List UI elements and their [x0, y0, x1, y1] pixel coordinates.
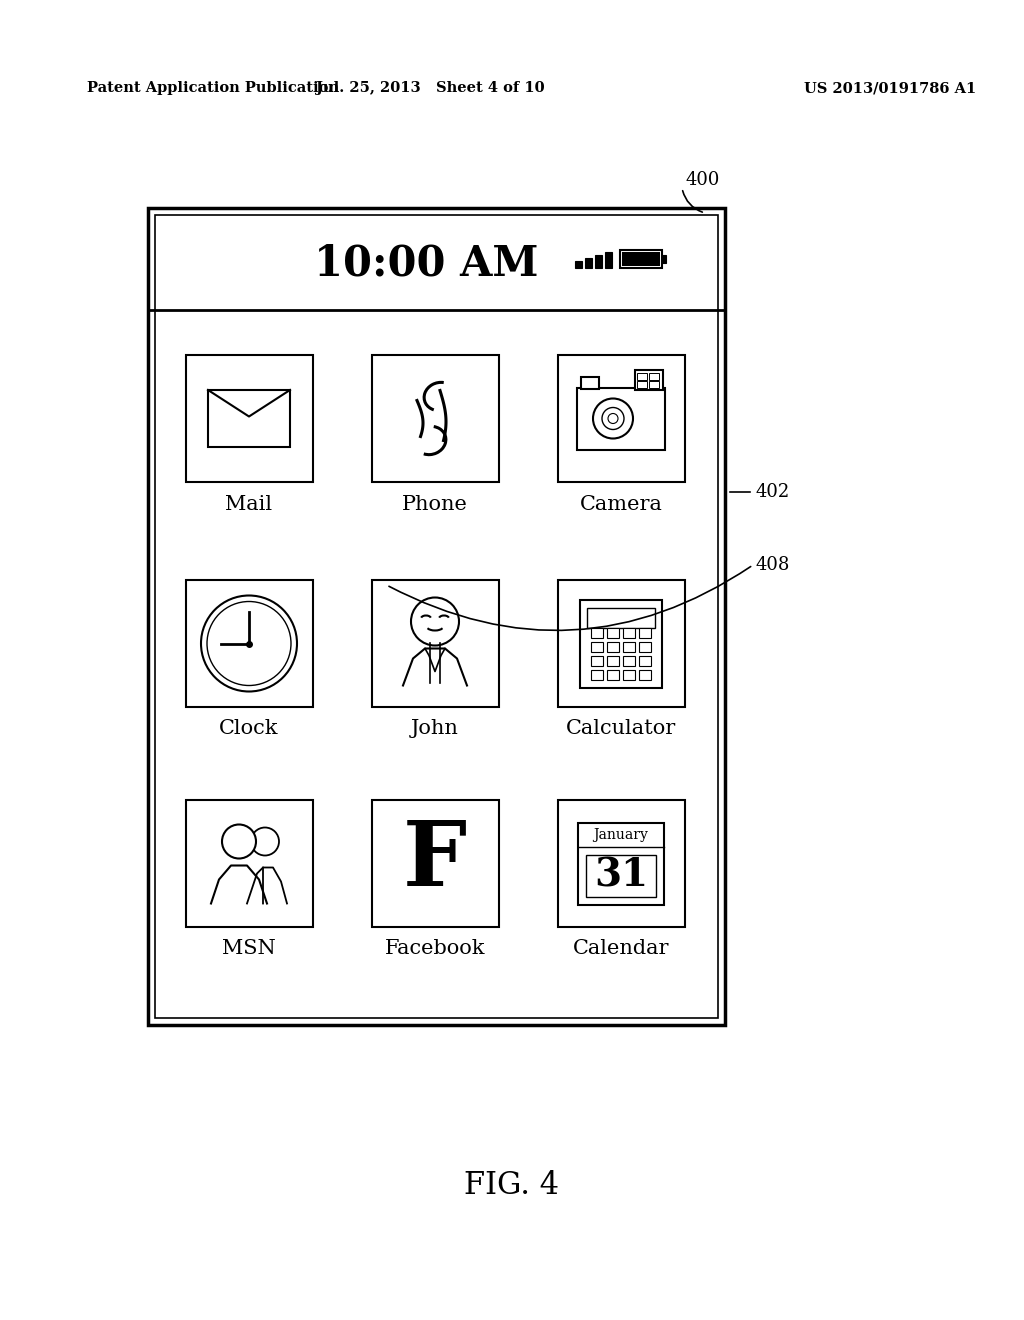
Circle shape: [201, 595, 297, 692]
Text: Clock: Clock: [219, 719, 279, 738]
Circle shape: [411, 598, 459, 645]
Text: MSN: MSN: [222, 940, 275, 958]
Bar: [372, 355, 499, 482]
Bar: [372, 579, 499, 708]
Bar: [577, 388, 665, 450]
Bar: [637, 372, 647, 380]
Bar: [622, 252, 660, 267]
Bar: [557, 579, 684, 708]
Text: Jul. 25, 2013   Sheet 4 of 10: Jul. 25, 2013 Sheet 4 of 10: [315, 81, 545, 95]
Bar: [607, 669, 618, 680]
Bar: [586, 854, 656, 896]
Bar: [208, 389, 290, 447]
Text: Phone: Phone: [402, 495, 468, 513]
Bar: [155, 215, 718, 1018]
Bar: [585, 257, 592, 268]
Bar: [607, 627, 618, 638]
Bar: [185, 579, 312, 708]
Bar: [623, 627, 635, 638]
Text: F: F: [402, 818, 467, 906]
Text: Patent Application Publication: Patent Application Publication: [87, 81, 339, 95]
Bar: [649, 380, 659, 388]
Bar: [623, 656, 635, 665]
Bar: [185, 800, 312, 927]
Text: FIG. 4: FIG. 4: [465, 1170, 559, 1200]
Bar: [623, 642, 635, 652]
Circle shape: [251, 828, 279, 855]
Circle shape: [593, 399, 633, 438]
Text: US 2013/0191786 A1: US 2013/0191786 A1: [804, 81, 976, 95]
Bar: [557, 800, 684, 927]
Bar: [639, 669, 651, 680]
Bar: [591, 627, 603, 638]
Bar: [607, 642, 618, 652]
Text: Camera: Camera: [580, 495, 663, 513]
Bar: [623, 669, 635, 680]
Text: January: January: [594, 828, 648, 842]
Text: 10:00 AM: 10:00 AM: [314, 243, 539, 285]
Text: John: John: [411, 719, 459, 738]
Circle shape: [207, 602, 291, 685]
Bar: [635, 370, 663, 389]
Bar: [637, 380, 647, 388]
Text: 31: 31: [594, 857, 648, 895]
Text: Calculator: Calculator: [566, 719, 676, 738]
Bar: [587, 607, 655, 627]
Bar: [591, 669, 603, 680]
Text: 402: 402: [756, 483, 791, 502]
Bar: [595, 255, 602, 268]
Bar: [605, 252, 612, 268]
Bar: [620, 249, 662, 268]
Bar: [639, 642, 651, 652]
Bar: [580, 599, 662, 688]
Text: 408: 408: [756, 556, 791, 574]
Circle shape: [222, 825, 256, 858]
Circle shape: [608, 413, 618, 424]
Text: Facebook: Facebook: [385, 940, 485, 958]
Bar: [591, 656, 603, 665]
Bar: [578, 822, 664, 904]
Text: Calendar: Calendar: [572, 940, 670, 958]
Bar: [575, 261, 582, 268]
Bar: [557, 355, 684, 482]
Bar: [649, 372, 659, 380]
Bar: [639, 656, 651, 665]
Text: Mail: Mail: [225, 495, 272, 513]
Bar: [662, 255, 666, 263]
Bar: [185, 355, 312, 482]
Text: 400: 400: [685, 172, 720, 189]
Bar: [372, 800, 499, 927]
Bar: [581, 376, 599, 388]
Bar: [639, 627, 651, 638]
Bar: [607, 656, 618, 665]
Bar: [148, 209, 725, 1026]
Bar: [591, 642, 603, 652]
Circle shape: [602, 408, 624, 429]
